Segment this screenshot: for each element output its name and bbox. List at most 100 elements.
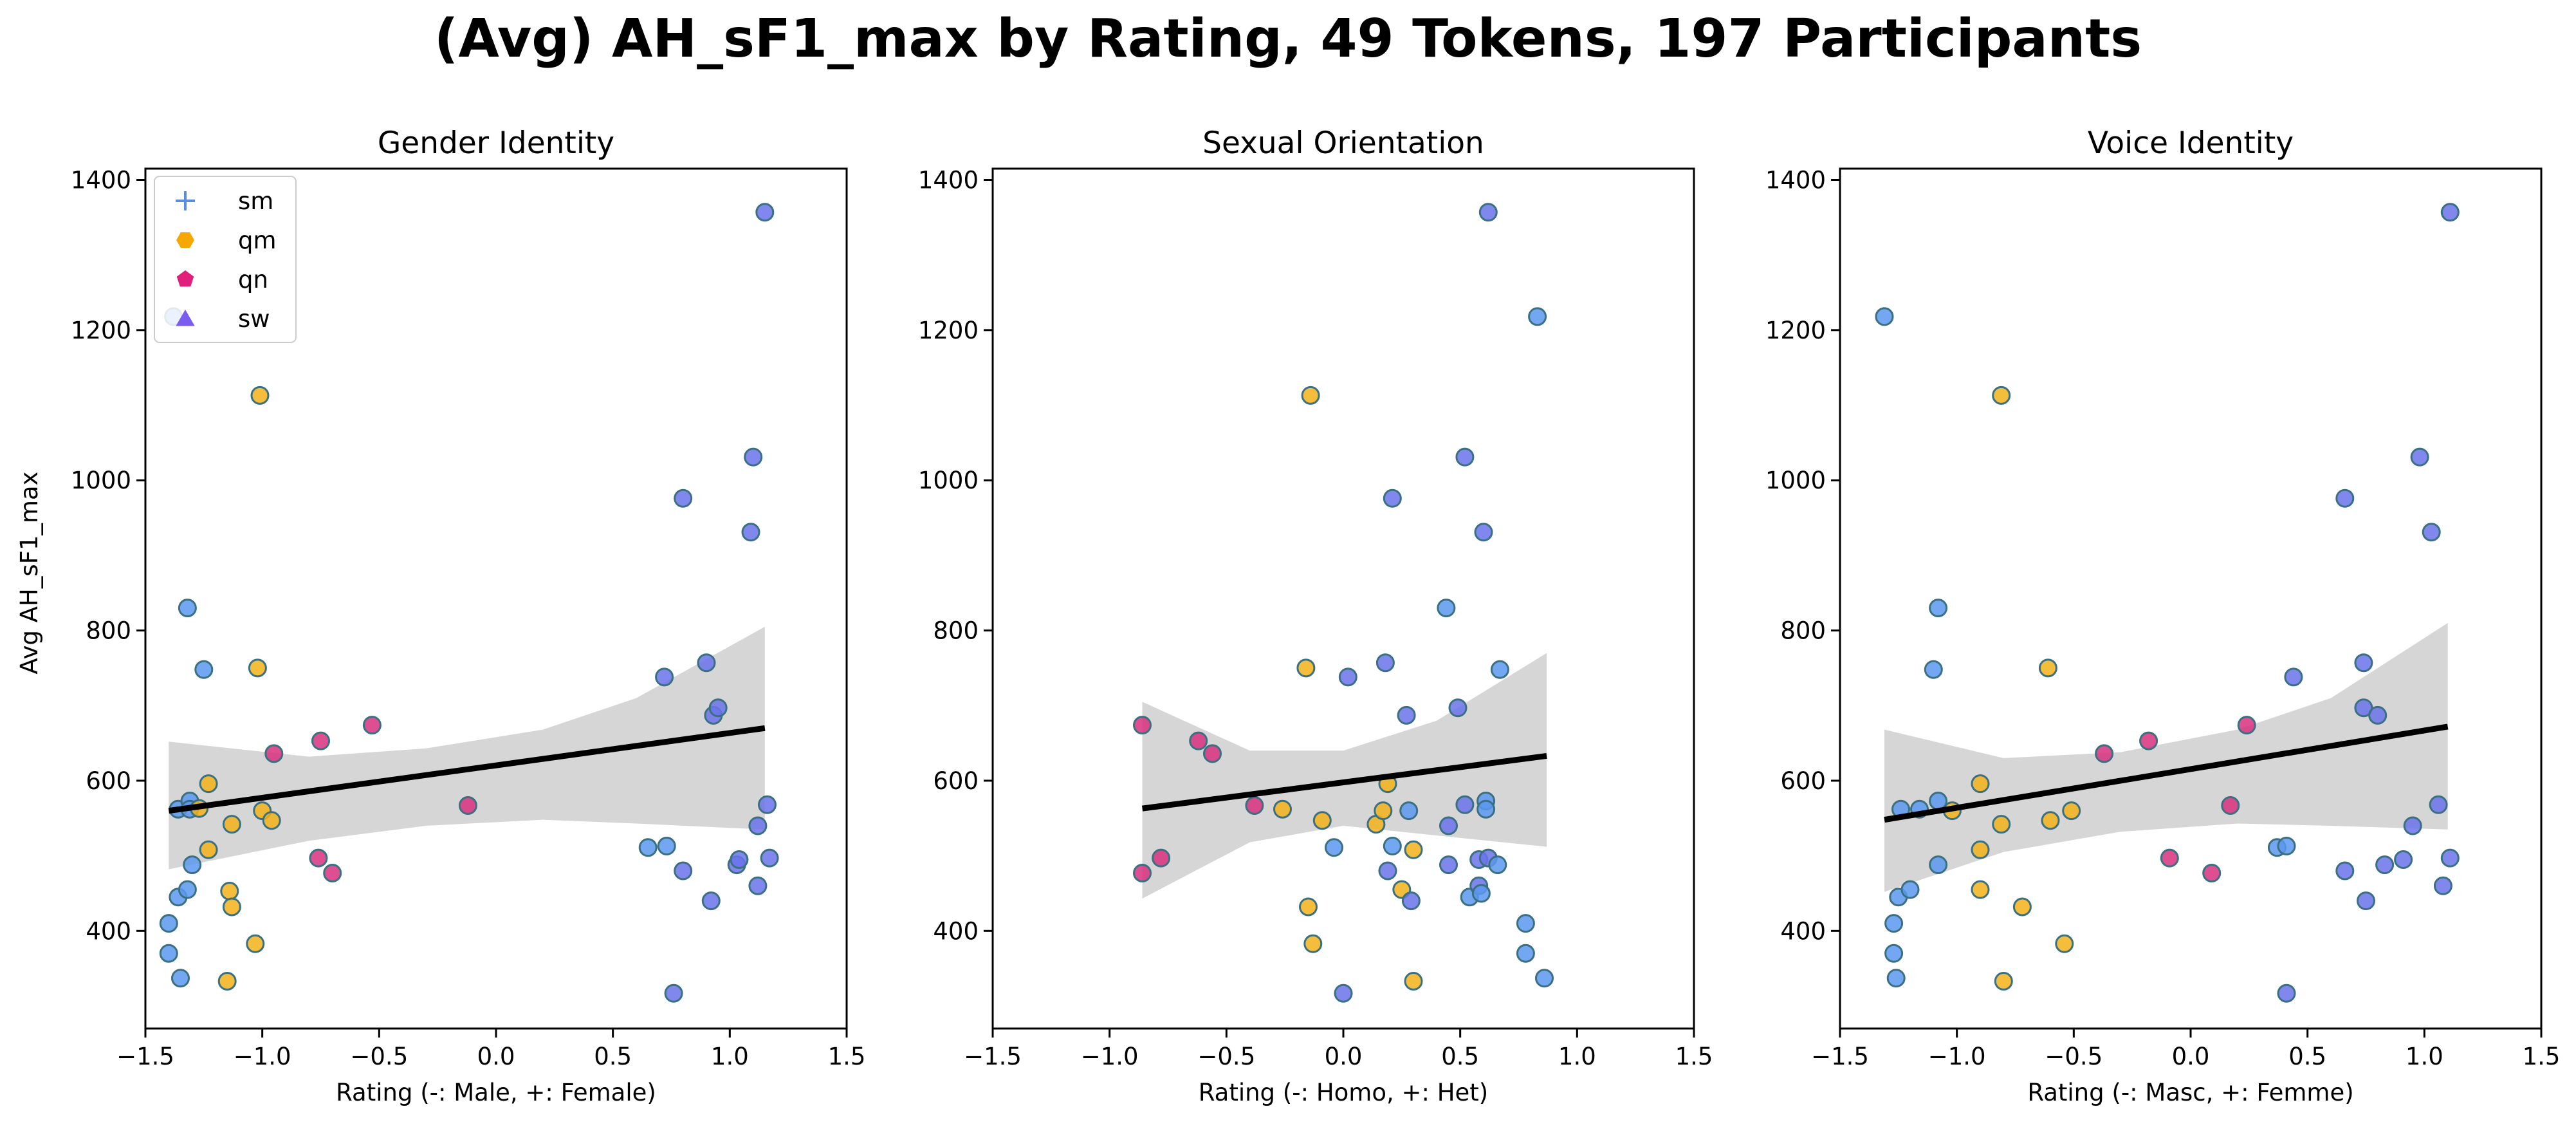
panel-title: Gender Identity [378,126,614,161]
data-point-sw [748,876,768,895]
data-point-sw [1378,861,1397,880]
data-point-sw [655,667,674,687]
data-point-qm [2038,658,2057,678]
data-point-qm [246,934,265,953]
x-tick-label: 0.5 [1441,1043,1479,1070]
legend-label-sm: sm [238,187,273,215]
data-point-sw [755,203,775,222]
data-point-sw [1455,795,1475,814]
y-tick-label: 1000 [71,467,131,494]
data-point-sw [2375,855,2395,875]
y-tick-label: 1000 [1765,467,1826,494]
y-axis-label: Avg AH_sF1_max [15,471,43,674]
data-point-sm [1383,837,1402,855]
data-point-sm [1528,307,1547,326]
x-tick-label: 0.0 [477,1043,515,1070]
x-tick-label: −1.0 [1928,1043,1986,1070]
legend-label-qm: qm [238,227,277,254]
figure-title: (Avg) AH_sF1_max by Rating, 49 Tokens, 1… [434,8,2142,70]
data-point-sm [1490,660,1509,679]
data-point-qm [1312,811,1332,830]
data-point-sm [1884,944,1904,963]
x-tick-label: 1.5 [1675,1043,1713,1070]
x-tick-label: 1.0 [1558,1043,1596,1070]
data-point-qm [199,840,218,859]
y-tick-label: 600 [933,767,979,795]
data-point-qm [1374,801,1393,821]
data-point-qn [1133,716,1152,735]
data-point-qm [220,882,239,900]
data-point-sw [744,447,763,467]
data-point-qm [250,386,270,405]
data-point-qn [2221,796,2240,815]
y-tick-label: 800 [86,617,131,645]
data-point-qm [199,774,218,794]
data-point-qm [1301,386,1320,405]
y-tick-label: 1200 [71,317,131,344]
y-tick-label: 600 [1780,767,1826,795]
data-point-sm [1884,914,1904,933]
data-point-sw [1397,705,1416,725]
data-point-sw [2422,523,2441,542]
data-point-qm [262,811,281,830]
data-point-sm [159,914,178,933]
data-point-sw [697,653,716,673]
data-point-sw [674,489,693,508]
data-point-qm [1296,658,1316,678]
data-point-sw [730,850,749,869]
data-point-qm [248,658,267,678]
data-point-qn [1203,744,1222,763]
x-tick-label: 0.5 [594,1043,632,1070]
data-point-sw [2410,447,2429,467]
data-point-sw [1474,523,1493,542]
confidence-band [1142,653,1547,899]
x-tick-label: 1.5 [828,1043,866,1070]
regression-line [168,725,766,814]
data-point-sm [657,837,676,855]
regression-line [1141,752,1547,812]
data-point-sm [194,660,214,679]
data-point-qm [1404,972,1423,991]
panel-title: Voice Identity [2088,126,2294,161]
data-point-sw [2357,891,2375,911]
data-point-sw [1383,489,1402,508]
data-point-qm [2062,801,2081,821]
data-point-qm [1992,815,2011,834]
data-point-sm [1471,884,1491,903]
legend-label-sw: sw [238,305,270,333]
x-tick-label: 0.0 [2172,1043,2210,1070]
y-tick-label: 1200 [1765,317,1826,344]
x-tick-label: −0.5 [1197,1043,1255,1070]
data-point-qn [311,731,330,750]
data-point-sw [2354,698,2373,718]
data-point-sm [1399,801,1419,821]
data-point-sm [1535,969,1554,988]
legend-marker-plus-icon [176,191,195,210]
data-point-sm [183,855,202,875]
x-tick-label: −1.0 [1081,1043,1139,1070]
x-axis-label: Rating (-: Masc, +: Femme) [2027,1079,2353,1106]
legend-marker-hexagon-icon [176,232,194,248]
legend-label-qn: qn [238,266,268,293]
data-point-sw [664,983,683,1003]
data-point-sw [760,848,779,868]
data-point-sw [1375,653,1395,673]
data-point-sw [1478,203,1498,222]
legend-box [154,176,297,343]
data-point-sm [1929,855,1948,875]
data-point-sm [638,838,658,857]
x-tick-label: −0.5 [2045,1043,2102,1070]
data-point-qn [323,864,342,882]
data-point-qn [2160,848,2179,868]
data-point-sw [2335,861,2355,880]
data-point-sw [1448,698,1467,718]
data-point-sw [2440,203,2460,222]
data-point-sm [1900,880,1920,899]
data-point-qm [1971,840,1990,859]
x-tick-label: −1.5 [964,1043,1022,1070]
data-point-sw [1439,816,1458,835]
data-point-sw [2368,705,2387,725]
data-point-sw [748,816,768,835]
